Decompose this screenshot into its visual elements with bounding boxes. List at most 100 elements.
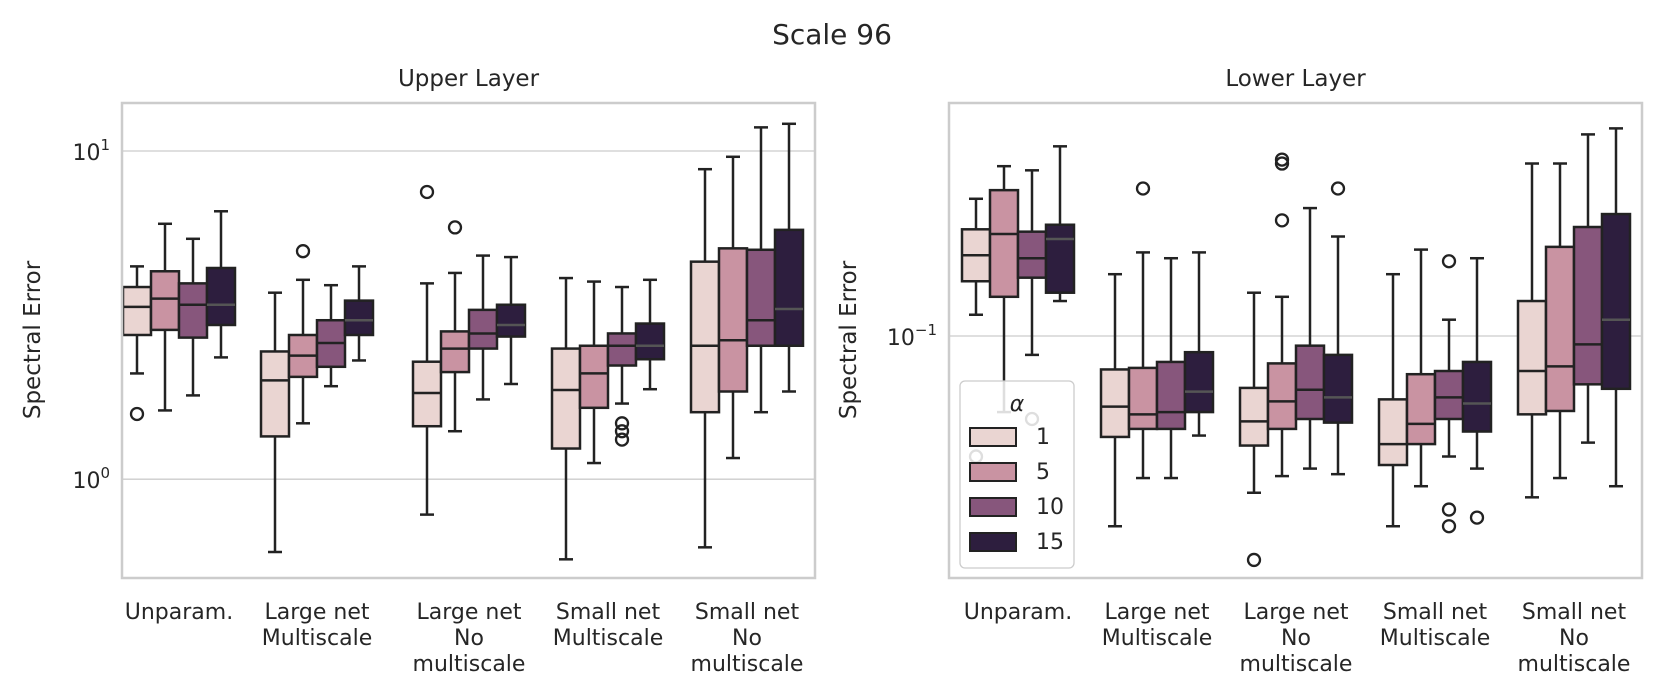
box-iqr <box>1544 245 1576 413</box>
outlier-point <box>1274 213 1290 228</box>
box-iqr <box>343 299 375 337</box>
outlier-point <box>1274 156 1290 171</box>
legend-swatch <box>969 462 1017 482</box>
box-alpha-5 <box>1544 162 1576 480</box>
box-iqr <box>121 285 153 337</box>
legend-label: 10 <box>1036 495 1064 520</box>
box-iqr <box>1405 372 1437 446</box>
box-iqr <box>1238 386 1270 447</box>
box-iqr <box>1266 362 1298 431</box>
outlier-point <box>129 406 145 422</box>
box-alpha-5 <box>439 220 471 433</box>
box-alpha-5 <box>1127 181 1159 480</box>
box-alpha-15 <box>343 265 375 362</box>
box-alpha-1 <box>960 197 992 464</box>
box-iqr <box>495 303 527 338</box>
box-alpha-10 <box>1294 206 1326 470</box>
box-alpha-10 <box>315 283 347 388</box>
axes-frame <box>120 101 817 580</box>
outlier-point <box>295 244 311 259</box>
x-tick-label-line: No <box>732 626 762 651</box>
x-tick-label-line: No <box>1559 626 1589 651</box>
outlier-point <box>614 416 630 431</box>
x-tick-label-line: Small net <box>1522 600 1627 625</box>
x-tick-label-line: Unparam. <box>125 600 233 625</box>
outlier-point <box>1135 181 1151 196</box>
box-alpha-15 <box>1322 181 1354 476</box>
x-tick-label-line: Large net <box>417 600 522 625</box>
legend-label: 15 <box>1036 530 1064 555</box>
x-tick-label-line: multiscale <box>1240 652 1353 677</box>
box-alpha-5 <box>1266 152 1298 478</box>
x-tick-label-line: Large net <box>1105 600 1210 625</box>
box-iqr <box>1516 299 1548 416</box>
box-iqr <box>1461 360 1493 433</box>
box-alpha-1 <box>1516 162 1548 499</box>
box-iqr <box>1377 398 1409 467</box>
box-iqr <box>149 270 181 332</box>
box-alpha-10 <box>745 126 777 414</box>
box-iqr <box>177 282 209 339</box>
x-tick-label-line: multiscale <box>691 652 804 677</box>
box-alpha-15 <box>205 210 237 359</box>
x-tick-label: Large net Multiscale <box>1102 600 1212 651</box>
box-iqr <box>689 260 721 414</box>
box-alpha-10 <box>177 237 209 397</box>
box-alpha-15 <box>1600 127 1632 488</box>
box-alpha-5 <box>578 280 610 465</box>
y-axis-label: Spectral Error <box>836 260 862 419</box>
box-alpha-15 <box>1461 256 1493 525</box>
x-tick-label-line: Small net <box>1383 600 1488 625</box>
box-iqr <box>1600 212 1632 391</box>
box-iqr <box>1433 369 1465 421</box>
box-alpha-10 <box>606 285 638 447</box>
x-tick-label-line: Small net <box>556 600 661 625</box>
box-iqr <box>439 330 471 374</box>
outlier-point <box>614 424 630 439</box>
legend-swatch <box>969 427 1017 447</box>
outlier-point <box>447 220 463 235</box>
x-tick-label-line: Large net <box>265 600 370 625</box>
box-alpha-1 <box>689 167 721 549</box>
box-alpha-15 <box>495 255 527 386</box>
x-tick-label-line: multiscale <box>413 652 526 677</box>
y-tick-exponent: −1 <box>915 321 937 339</box>
axes-frame <box>947 101 1644 580</box>
box-iqr <box>634 322 666 361</box>
box-iqr <box>1044 223 1076 294</box>
box-alpha-5 <box>1405 248 1437 488</box>
box-alpha-15 <box>1183 251 1215 437</box>
x-tick-label: Small net Multiscale <box>1380 600 1490 651</box>
outlier-point <box>419 184 435 200</box>
x-tick-label-line: multiscale <box>1518 652 1631 677</box>
box-iqr <box>1183 350 1215 414</box>
outlier-point <box>1441 254 1457 269</box>
box-alpha-15 <box>773 122 805 393</box>
x-tick-label: Unparam. <box>964 600 1072 625</box>
y-axis-label: Spectral Error <box>20 260 46 419</box>
y-tick-label: 101 <box>72 136 110 166</box>
box-alpha-5 <box>149 222 181 412</box>
box-alpha-1 <box>1238 291 1270 568</box>
outlier-point <box>1441 502 1457 517</box>
box-alpha-1 <box>121 265 153 422</box>
x-tick-label: Large net Multiscale <box>262 600 372 651</box>
box-alpha-5 <box>717 155 749 460</box>
x-tick-label: Small net No multiscale <box>1518 600 1631 677</box>
x-tick-label-line: Multiscale <box>262 626 372 651</box>
box-alpha-15 <box>1044 145 1076 303</box>
legend-label: 1 <box>1036 425 1050 450</box>
outlier-point <box>1330 181 1346 196</box>
box-alpha-1 <box>411 184 443 516</box>
box-alpha-10 <box>467 254 499 401</box>
box-iqr <box>1016 230 1048 279</box>
box-alpha-10 <box>1572 133 1604 444</box>
x-tick-label-line: Unparam. <box>964 600 1072 625</box>
legend-label: 5 <box>1036 460 1050 485</box>
x-tick-label-line: Multiscale <box>553 626 663 651</box>
box-iqr <box>988 188 1020 299</box>
x-tick-label-line: No <box>454 626 484 651</box>
x-tick-label: Small net Multiscale <box>553 600 663 651</box>
